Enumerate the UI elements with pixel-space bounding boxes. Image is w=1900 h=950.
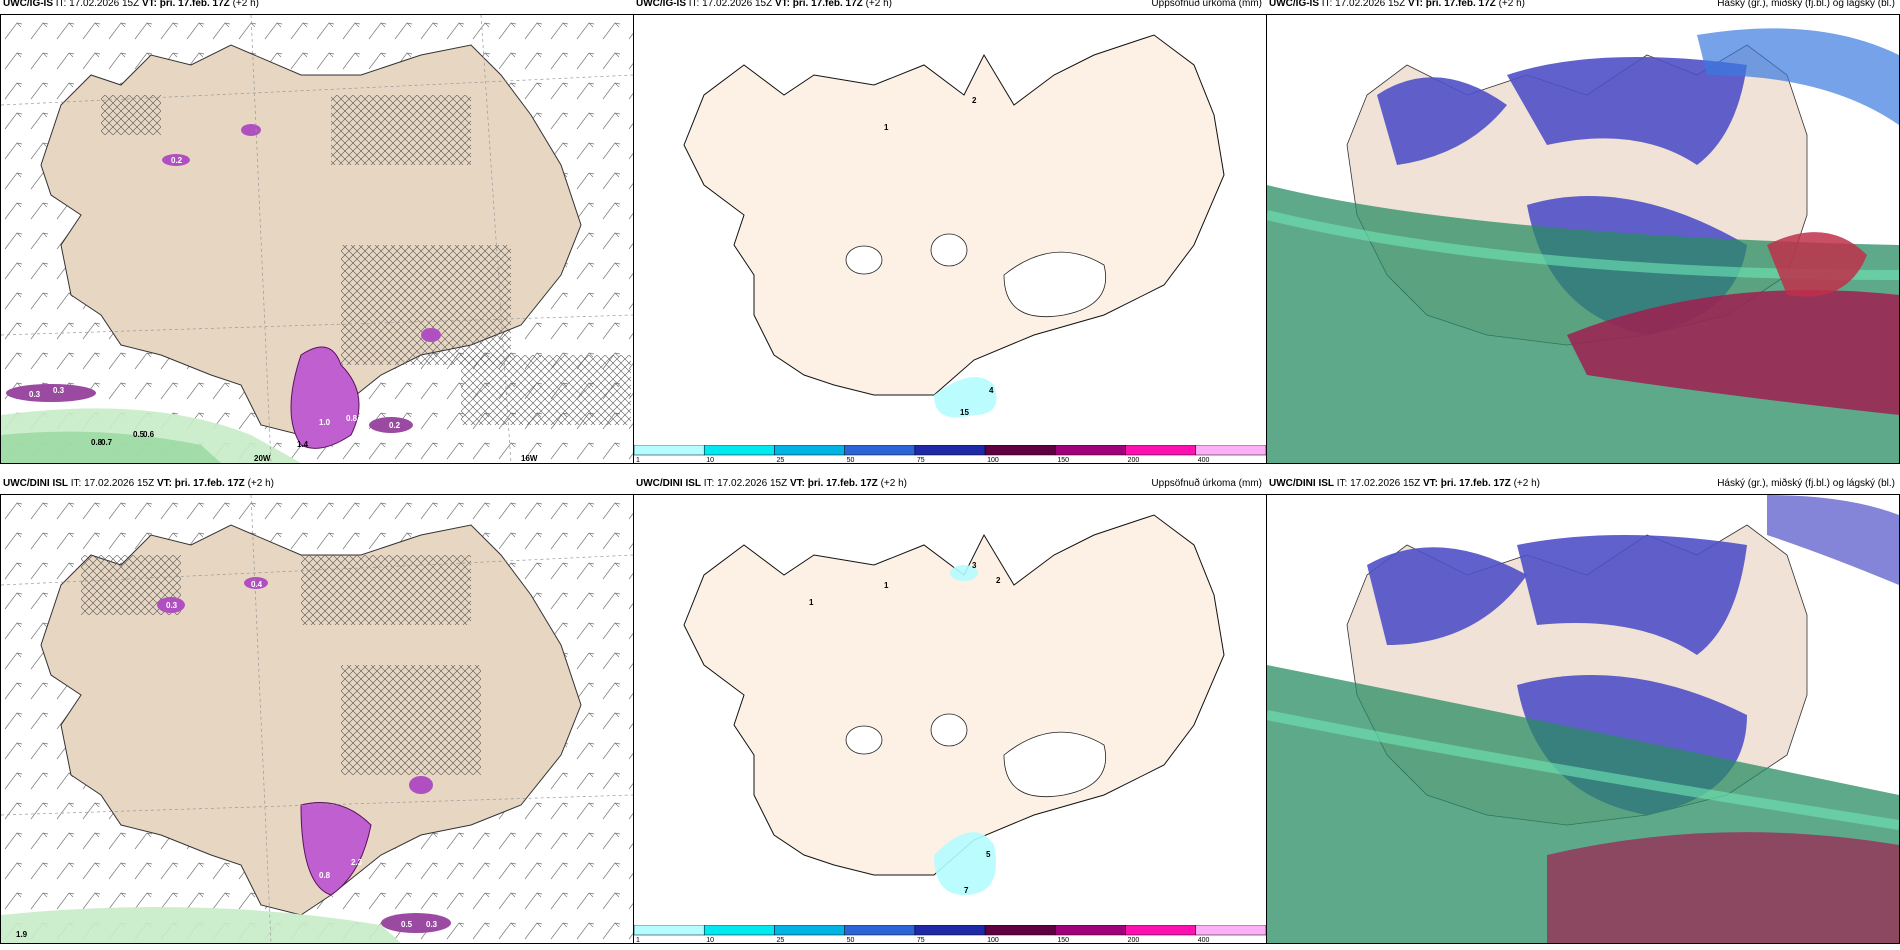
model-name: UWC/DINI ISL bbox=[636, 478, 701, 489]
wind-value: 1.0 bbox=[319, 418, 331, 427]
colorbar-tick: 25 bbox=[776, 457, 784, 463]
wind-value: 0.8 bbox=[91, 438, 103, 447]
colorbar-tick: 150 bbox=[1057, 457, 1069, 463]
colorbar-swatch bbox=[984, 925, 1056, 936]
precip-value: 5 bbox=[986, 850, 991, 859]
cloud-map-panel-2: UWC/DINI ISL IT: 17.02.2026 15Z VT: þri.… bbox=[1266, 478, 1900, 944]
wind-value: 0.2 bbox=[171, 156, 183, 165]
wind-value: 0.6 bbox=[143, 430, 155, 439]
colorbar-swatch bbox=[1055, 925, 1126, 936]
colorbar-tick: 50 bbox=[847, 937, 855, 943]
colorbar-tick: 200 bbox=[1128, 937, 1140, 943]
panel-header: UWC/DINI ISL IT: 17.02.2026 15Z VT: þri.… bbox=[636, 478, 1262, 489]
colorbar-swatch bbox=[844, 445, 916, 456]
wind-value: 1.9 bbox=[16, 930, 28, 939]
colorbar-tick: 75 bbox=[917, 937, 925, 943]
model-name: UWC/IG-IS bbox=[636, 0, 686, 9]
precip-title: Uppsöfnuð úrkoma (mm) bbox=[1151, 478, 1262, 489]
wind-value: 0.3 bbox=[166, 601, 178, 610]
colorbar-swatch bbox=[1125, 445, 1197, 456]
lon-label: 20W bbox=[254, 454, 271, 463]
precip-map-svg: 1 1 3 2 5 7 bbox=[683, 514, 1225, 895]
colorbar-swatch bbox=[634, 925, 705, 936]
colorbar-tick: 10 bbox=[706, 937, 714, 943]
model-name: UWC/IG-IS bbox=[3, 0, 53, 9]
panel-header: UWC/DINI ISL IT: 17.02.2026 15Z VT: þri.… bbox=[3, 478, 274, 489]
colorbar-tick: 400 bbox=[1198, 457, 1210, 463]
colorbar-swatch bbox=[984, 445, 1056, 456]
wind-map-svg: 0.3 0.3 0.2 1.0 0.8 0.3 0.2 0.8 0.7 0.5 … bbox=[0, 14, 634, 464]
lon-label: 16W bbox=[521, 454, 538, 463]
wind-value: 0.3 bbox=[29, 390, 41, 399]
precip-title: Uppsöfnuð úrkoma (mm) bbox=[1151, 0, 1262, 9]
wind-value: 0.4 bbox=[251, 580, 263, 589]
iceland-land bbox=[683, 34, 1225, 396]
colorbar-swatch bbox=[774, 445, 845, 456]
wind-map-panel-2: UWC/DINI ISL IT: 17.02.2026 15Z VT: þri.… bbox=[0, 478, 634, 944]
wind-value: 0.3 bbox=[359, 416, 371, 425]
wind-value: 0.3 bbox=[53, 386, 65, 395]
panel-header: UWC/IG-IS IT: 17.02.2026 15Z VT: þri. 17… bbox=[3, 0, 259, 9]
colorbar-tick: 100 bbox=[987, 457, 999, 463]
precip-value: 4 bbox=[989, 386, 994, 395]
colorbar-swatch bbox=[914, 925, 986, 936]
colorbar-tick: 25 bbox=[776, 937, 784, 943]
colorbar-tick: 1 bbox=[636, 937, 640, 943]
model-name: UWC/DINI ISL bbox=[1269, 478, 1334, 489]
wind-value: 0.8 bbox=[346, 414, 358, 423]
cloud-title: Háský (gr.), miðský (fj.bl.) og lágský (… bbox=[1717, 478, 1895, 489]
precip-value: 2 bbox=[996, 576, 1001, 585]
wind-value: 0.8 bbox=[319, 871, 331, 880]
colorbar-tick: 1 bbox=[636, 457, 640, 463]
colorbar-swatch bbox=[703, 445, 775, 456]
cloud-map-panel-1: UWC/IG-IS IT: 17.02.2026 15Z VT: þri. 17… bbox=[1265, 0, 1900, 464]
colorbar-swatch bbox=[774, 925, 845, 936]
colorbar-swatch bbox=[914, 445, 986, 456]
model-name: UWC/DINI ISL bbox=[3, 478, 68, 489]
wind-value: 2.3 bbox=[351, 858, 363, 867]
precip-value: 3 bbox=[972, 561, 977, 570]
precip-value: 1 bbox=[809, 598, 814, 607]
colorbar-swatch bbox=[634, 445, 705, 456]
colorbar-tick: 400 bbox=[1198, 937, 1210, 943]
colorbar-swatch bbox=[844, 925, 916, 936]
cloud-title: Háský (gr.), miðský (fj.bl.) og lágský (… bbox=[1717, 0, 1895, 9]
wind-value: 0.7 bbox=[101, 438, 113, 447]
precip-value: 1 bbox=[884, 123, 889, 132]
cloud-map-svg bbox=[1265, 15, 1900, 463]
model-name: UWC/IG-IS bbox=[1269, 0, 1319, 9]
wind-map-panel-1: UWC/IG-IS IT: 17.02.2026 15Z VT: þri. 17… bbox=[0, 0, 634, 464]
colorbar-swatch bbox=[1125, 925, 1197, 936]
colorbar-tick: 150 bbox=[1057, 937, 1069, 943]
panel-header: UWC/DINI ISL IT: 17.02.2026 15Z VT: þri.… bbox=[1269, 478, 1895, 489]
colorbar-tick: 75 bbox=[917, 457, 925, 463]
colorbar-swatch bbox=[1055, 445, 1126, 456]
panel-header: UWC/IG-IS IT: 17.02.2026 15Z VT: þri. 17… bbox=[636, 0, 1262, 9]
colorbar-tick: 100 bbox=[987, 937, 999, 943]
colorbar-tick: 50 bbox=[847, 457, 855, 463]
precip-map-panel-1: UWC/IG-IS IT: 17.02.2026 15Z VT: þri. 17… bbox=[633, 0, 1267, 464]
colorbar-tick: 200 bbox=[1128, 457, 1140, 463]
cloud-map-svg bbox=[1266, 495, 1900, 943]
precip-value: 15 bbox=[960, 408, 969, 417]
precip-value: 7 bbox=[964, 886, 969, 895]
precip-map-panel-2: UWC/DINI ISL IT: 17.02.2026 15Z VT: þri.… bbox=[633, 478, 1267, 944]
precip-colorbar: 1 10 25 50 75 100 150 200 400 bbox=[634, 445, 1266, 463]
colorbar-swatch bbox=[1195, 925, 1266, 936]
colorbar-swatch bbox=[703, 925, 775, 936]
precip-value: 2 bbox=[972, 96, 977, 105]
wind-value: 0.2 bbox=[389, 421, 401, 430]
wind-value: 0.3 bbox=[426, 920, 438, 929]
precip-map-svg: 1 2 4 15 bbox=[683, 34, 1225, 418]
wind-value: 0.5 bbox=[401, 920, 413, 929]
panel-header: UWC/IG-IS IT: 17.02.2026 15Z VT: þri. 17… bbox=[1269, 0, 1895, 9]
wind-map-svg: 0.3 0.4 2.3 0.8 0.5 0.3 1.9 bbox=[0, 494, 634, 944]
wind-value: 0.5 bbox=[133, 430, 145, 439]
precip-colorbar: 1 10 25 50 75 100 150 200 400 bbox=[634, 925, 1266, 943]
colorbar-tick: 10 bbox=[706, 457, 714, 463]
wind-value: 1.4 bbox=[297, 440, 309, 449]
colorbar-swatch bbox=[1195, 445, 1266, 456]
precip-value: 1 bbox=[884, 581, 889, 590]
